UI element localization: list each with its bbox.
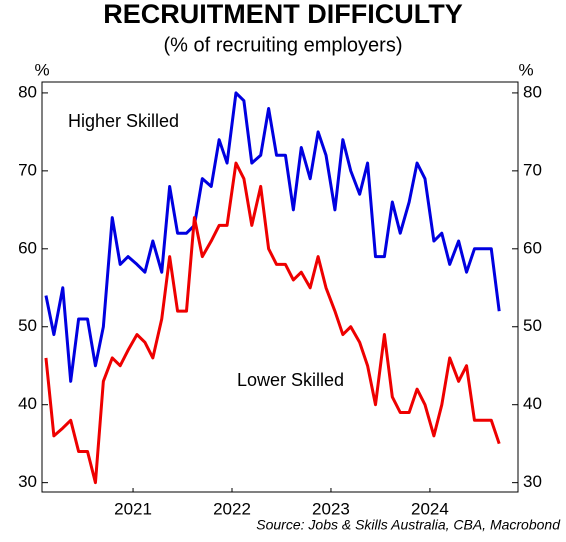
y-tick-label-right: 60	[523, 238, 542, 257]
y-unit-right: %	[518, 60, 533, 79]
series-line	[44, 91, 501, 383]
y-tick-label: 30	[18, 472, 37, 491]
plot-frame	[41, 81, 519, 493]
chart-subtitle: (% of recruiting employers)	[164, 34, 403, 56]
series-line	[44, 161, 501, 485]
x-tick-label: 2022	[213, 499, 251, 518]
x-tick-label: 2021	[114, 499, 152, 518]
y-tick-label: 80	[18, 82, 37, 101]
y-tick-label-right: 70	[523, 160, 542, 179]
y-tick-label: 70	[18, 160, 37, 179]
series-label: Higher Skilled	[68, 111, 179, 131]
x-tick-label: 2023	[312, 499, 350, 518]
y-tick-label-right: 50	[523, 316, 542, 335]
y-tick-label: 60	[18, 238, 37, 257]
y-tick-label: 50	[18, 316, 37, 335]
y-tick-label-right: 30	[523, 472, 542, 491]
y-unit-left: %	[34, 60, 49, 79]
chart-title: RECRUITMENT DIFFICULTY	[103, 0, 462, 29]
source-note: Source: Jobs & Skills Australia, CBA, Ma…	[256, 517, 561, 533]
y-tick-label-right: 40	[523, 394, 542, 413]
series-label: Lower Skilled	[237, 370, 344, 390]
y-tick-label-right: 80	[523, 82, 542, 101]
x-tick-label: 2024	[411, 499, 449, 518]
y-tick-label: 40	[18, 394, 37, 413]
